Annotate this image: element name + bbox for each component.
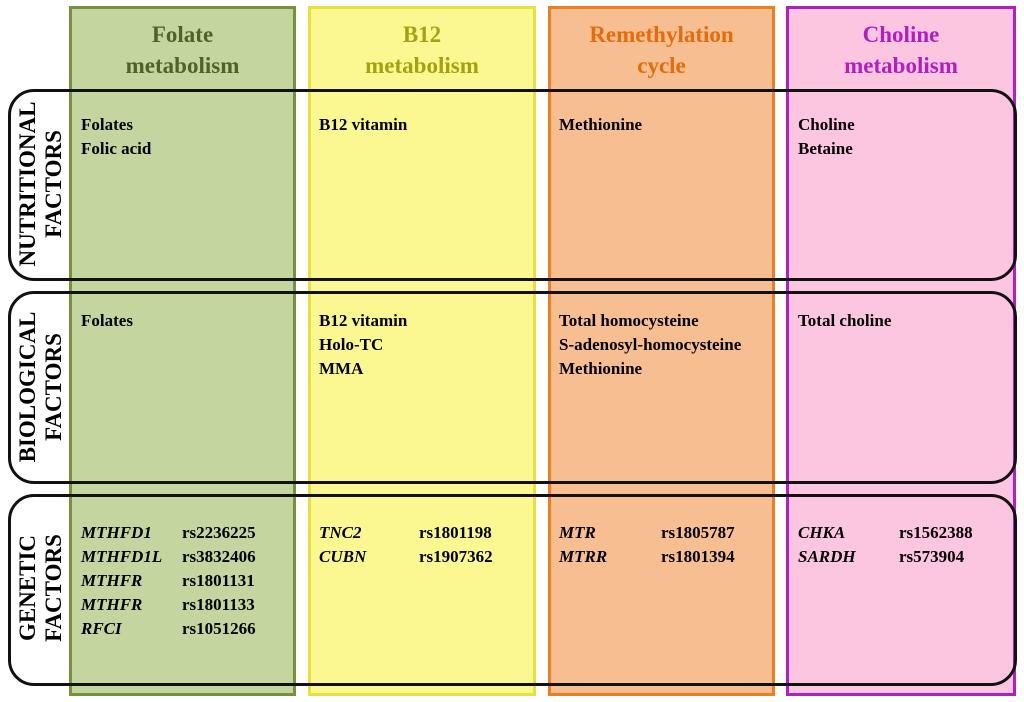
snp-id: rs3832406 bbox=[182, 547, 256, 566]
remethylation-cycle-column: Remethylation cycle bbox=[548, 6, 775, 696]
cell-item: B12 vitamin bbox=[319, 311, 408, 330]
nutritional-choline-cell: Choline Betaine bbox=[798, 113, 855, 161]
nutritional-remethylation-cell: Methionine bbox=[559, 113, 642, 137]
gene-variant-row: MTHFR rs1801131 bbox=[81, 569, 256, 593]
biological-factors-band bbox=[8, 291, 1017, 484]
nutritional-factors-band bbox=[8, 89, 1017, 281]
row-label-biological: BIOLOGICAL FACTORS bbox=[15, 311, 66, 463]
gene-name: MTRR bbox=[559, 547, 608, 566]
cell-item: Folates bbox=[81, 115, 133, 134]
biological-b12-cell: B12 vitamin Holo-TC MMA bbox=[319, 309, 407, 381]
column-title-b12: B12 metabolism bbox=[365, 22, 479, 78]
biological-folate-cell: Folates bbox=[81, 309, 133, 333]
gene-variant-row: TNC2 rs1801198 bbox=[319, 521, 493, 545]
snp-id: rs573904 bbox=[899, 547, 965, 566]
snp-id: rs2236225 bbox=[182, 523, 256, 542]
snp-id: rs1801198 bbox=[419, 523, 492, 542]
gene-name: MTR bbox=[559, 523, 596, 542]
gene-variant-row: MTRR rs1801394 bbox=[559, 545, 735, 569]
cell-item: Folic acid bbox=[81, 139, 152, 158]
gene-variant-row: MTR rs1805787 bbox=[559, 521, 735, 545]
gene-name: RFCI bbox=[81, 619, 122, 638]
row-label-genetic: GENETIC FACTORS bbox=[15, 534, 66, 642]
cell-item: Total choline bbox=[798, 311, 892, 330]
cell-item: Choline bbox=[798, 115, 855, 134]
cell-item: Folates bbox=[81, 311, 133, 330]
cell-item: Methionine bbox=[559, 359, 643, 378]
gene-variant-row: MTHFR rs1801133 bbox=[81, 593, 256, 617]
cell-item: Betaine bbox=[798, 139, 853, 158]
column-title-folate: Folate metabolism bbox=[125, 22, 240, 78]
gene-name: MTHFD1L bbox=[81, 547, 163, 566]
gene-name: TNC2 bbox=[319, 523, 362, 542]
nutritional-b12-cell: B12 vitamin bbox=[319, 113, 407, 137]
gene-name: MTHFR bbox=[81, 571, 143, 590]
cell-item: Methionine bbox=[559, 115, 643, 134]
gene-name: MTHFR bbox=[81, 595, 143, 614]
gene-variant-row: CHKA rs1562388 bbox=[798, 521, 973, 545]
gene-variant-row: MTHFD1L rs3832406 bbox=[81, 545, 256, 569]
biological-remethylation-cell: Total homocysteine S-adenosyl-homocystei… bbox=[559, 309, 741, 381]
gene-variant-row: MTHFD1 rs2236225 bbox=[81, 521, 256, 545]
cell-item: S-adenosyl-homocysteine bbox=[559, 335, 742, 354]
choline-metabolism-column: Choline metabolism bbox=[786, 6, 1016, 696]
genetic-choline-cell: CHKA rs1562388 SARDH rs573904 bbox=[798, 521, 973, 569]
gene-name: CHKA bbox=[798, 523, 846, 542]
gene-name: CUBN bbox=[319, 547, 367, 566]
cell-item: MMA bbox=[319, 359, 364, 378]
snp-id: rs1051266 bbox=[182, 619, 256, 638]
cell-item: Total homocysteine bbox=[559, 311, 699, 330]
snp-id: rs1801394 bbox=[661, 547, 735, 566]
snp-id: rs1562388 bbox=[899, 523, 973, 542]
genetic-b12-cell: TNC2 rs1801198 CUBN rs1907362 bbox=[319, 521, 493, 569]
cell-item: Holo-TC bbox=[319, 335, 384, 354]
nutritional-folate-cell: Folates Folic acid bbox=[81, 113, 151, 161]
b12-metabolism-column: B12 metabolism bbox=[308, 6, 536, 696]
biological-choline-cell: Total choline bbox=[798, 309, 891, 333]
snp-id: rs1801133 bbox=[182, 595, 255, 614]
cell-item: B12 vitamin bbox=[319, 115, 408, 134]
snp-id: rs1907362 bbox=[419, 547, 493, 566]
genetic-factors-band bbox=[8, 494, 1017, 686]
genetic-remethylation-cell: MTR rs1805787 MTRR rs1801394 bbox=[559, 521, 735, 569]
gene-name: SARDH bbox=[798, 547, 856, 566]
genetic-folate-cell: MTHFD1 rs2236225 MTHFD1L rs3832406 MTHFR rs… bbox=[81, 521, 256, 641]
folate-metabolism-column: Folate metabolism bbox=[69, 6, 296, 696]
gene-variant-row: CUBN rs1907362 bbox=[319, 545, 493, 569]
row-label-nutritional: NUTRITIONAL FACTORS bbox=[15, 101, 66, 267]
gene-variant-row: SARDH rs573904 bbox=[798, 545, 973, 569]
snp-id: rs1801131 bbox=[182, 571, 255, 590]
column-title-choline: Choline metabolism bbox=[844, 22, 958, 78]
gene-variant-row: RFCI rs1051266 bbox=[81, 617, 256, 641]
column-title-remethylation: Remethylation cycle bbox=[589, 22, 734, 78]
gene-name: MTHFD1 bbox=[81, 523, 152, 542]
snp-id: rs1805787 bbox=[661, 523, 735, 542]
